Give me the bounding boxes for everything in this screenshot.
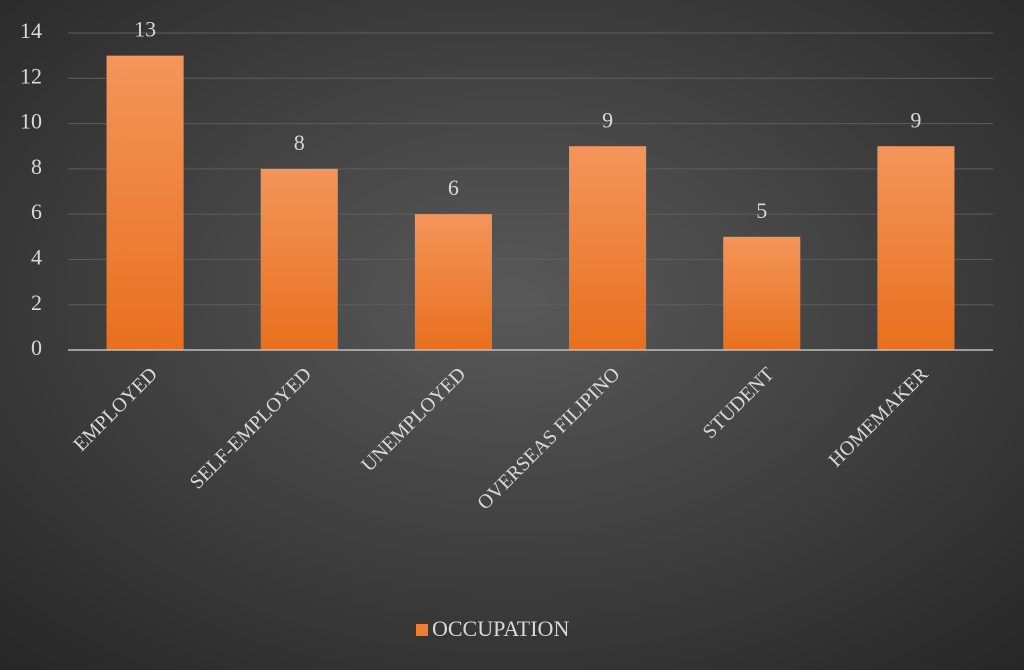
- data-label: 8: [294, 130, 305, 155]
- bar: [106, 55, 184, 351]
- bar: [877, 146, 955, 350]
- y-tick-label: 10: [20, 109, 42, 134]
- y-tick-label: 4: [31, 244, 42, 269]
- y-tick-label: 12: [20, 63, 42, 88]
- y-tick-label: 8: [31, 154, 42, 179]
- y-tick-label: 14: [20, 18, 42, 43]
- y-tick-label: 2: [31, 290, 42, 315]
- bar: [260, 168, 338, 350]
- y-tick-label: 0: [31, 335, 42, 360]
- legend-label: OCCUPATION: [432, 616, 569, 641]
- bar: [569, 146, 647, 350]
- data-label: 9: [910, 107, 921, 132]
- legend-swatch: [416, 624, 428, 636]
- data-label: 6: [448, 175, 459, 200]
- bar: [414, 214, 492, 350]
- data-label: 13: [134, 17, 156, 42]
- data-label: 9: [602, 107, 613, 132]
- bar: [723, 236, 801, 350]
- y-tick-label: 6: [31, 199, 42, 224]
- data-label: 5: [756, 198, 767, 223]
